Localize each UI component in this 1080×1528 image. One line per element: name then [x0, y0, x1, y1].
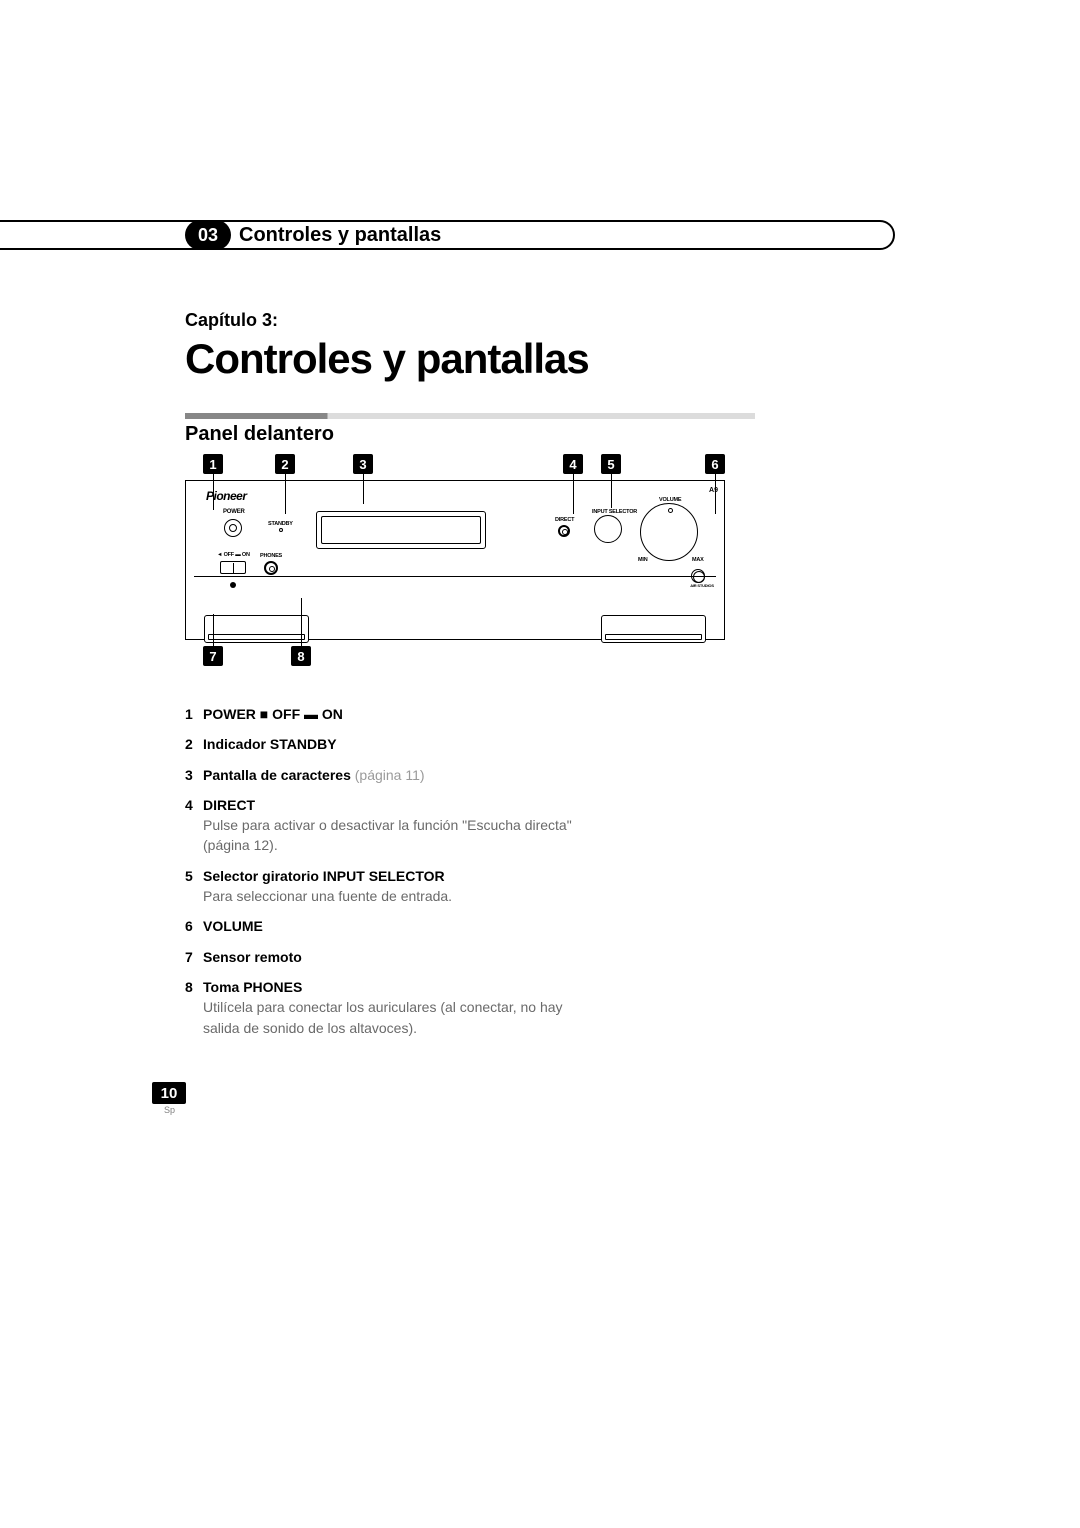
leader-7 — [213, 614, 214, 646]
panel-divider — [194, 576, 716, 577]
header-line — [447, 220, 895, 250]
main-title: Controles y pantallas — [185, 335, 895, 383]
section-rule — [185, 413, 755, 419]
chapter-label: Capítulo 3: — [185, 310, 895, 331]
callout-8: 8 — [291, 646, 311, 666]
input-selector-label: INPUT SELECTOR — [592, 509, 637, 515]
left-foot-icon — [204, 615, 309, 643]
callout-2: 2 — [275, 454, 295, 474]
phones-label: PHONES — [260, 553, 282, 559]
input-selector-knob-icon — [594, 515, 622, 543]
item-num: 5 — [185, 866, 203, 886]
chapter-header: 03 Controles y pantallas — [185, 220, 895, 250]
list-item-2: 2Indicador STANDBY — [185, 734, 585, 754]
list-item-6: 6VOLUME — [185, 916, 585, 936]
item-title: Sensor remoto — [203, 949, 302, 965]
item-num: 4 — [185, 795, 203, 815]
character-display-icon — [316, 511, 486, 549]
callout-row-bottom: 7 8 — [185, 646, 725, 668]
item-title: Selector giratorio INPUT SELECTOR — [203, 868, 445, 884]
list-item-1: 1POWER ■ OFF ▬ ON — [185, 704, 585, 724]
item-title: POWER ■ OFF ▬ ON — [203, 706, 343, 722]
brand-logo: Pioneer — [206, 489, 247, 503]
list-item-8: 8Toma PHONES Utilícela para conectar los… — [185, 977, 585, 1038]
model-label: A9 — [709, 487, 718, 494]
item-num: 8 — [185, 977, 203, 997]
section-title: Panel delantero — [185, 423, 895, 446]
list-item-4: 4DIRECT Pulse para activar o desactivar … — [185, 795, 585, 856]
item-title: DIRECT — [203, 797, 255, 813]
phones-jack-icon — [264, 561, 278, 575]
volume-knob-icon — [640, 503, 698, 561]
page-footer: 10 Sp — [152, 1082, 186, 1115]
language-code: Sp — [164, 1105, 186, 1115]
callout-4: 4 — [563, 454, 583, 474]
list-item-5: 5Selector giratorio INPUT SELECTOR Para … — [185, 866, 585, 907]
item-desc: Pulse para activar o desactivar la funci… — [203, 815, 585, 856]
min-label: MIN — [638, 557, 647, 563]
callout-7: 7 — [203, 646, 223, 666]
power-label: POWER — [223, 509, 245, 515]
item-title: Pantalla de caracteres — [203, 767, 351, 783]
front-panel-diagram: Pioneer A9 POWER STANDBY ◄ OFF ▬ ON PHON… — [185, 480, 725, 640]
standby-label: STANDBY — [268, 521, 293, 527]
item-num: 6 — [185, 916, 203, 936]
direct-button-icon — [558, 525, 570, 537]
off-on-label: ◄ OFF ▬ ON — [217, 552, 250, 558]
list-item-3: 3Pantalla de caracteres (página 11) — [185, 765, 585, 785]
item-num: 7 — [185, 947, 203, 967]
max-label: MAX — [692, 557, 704, 563]
right-foot-icon — [601, 615, 706, 643]
callout-1: 1 — [203, 454, 223, 474]
item-desc: Para seleccionar una fuente de entrada. — [203, 886, 585, 906]
callout-row-top: 1 2 3 4 5 6 — [185, 454, 725, 476]
callout-6: 6 — [705, 454, 725, 474]
item-num: 1 — [185, 704, 203, 724]
list-item-7: 7Sensor remoto — [185, 947, 585, 967]
item-desc: Utilícela para conectar los auriculares … — [203, 997, 585, 1038]
power-button-icon — [224, 519, 242, 537]
item-num: 2 — [185, 734, 203, 754]
item-title: Toma PHONES — [203, 979, 302, 995]
item-title: Indicador STANDBY — [203, 736, 337, 752]
callout-5: 5 — [601, 454, 621, 474]
air-studios-label: AIR STUDIOS — [688, 583, 716, 588]
page-number-badge: 10 — [152, 1082, 186, 1104]
item-title: VOLUME — [203, 918, 263, 934]
item-suffix: (página 11) — [351, 767, 425, 783]
item-num: 3 — [185, 765, 203, 785]
direct-label: DIRECT — [555, 517, 574, 523]
callout-3: 3 — [353, 454, 373, 474]
standby-indicator-icon — [279, 528, 283, 532]
leader-8 — [301, 598, 302, 646]
controls-list: 1POWER ■ OFF ▬ ON 2Indicador STANDBY 3Pa… — [185, 704, 585, 1038]
power-switch-icon — [220, 561, 246, 574]
remote-sensor-icon — [230, 582, 236, 588]
